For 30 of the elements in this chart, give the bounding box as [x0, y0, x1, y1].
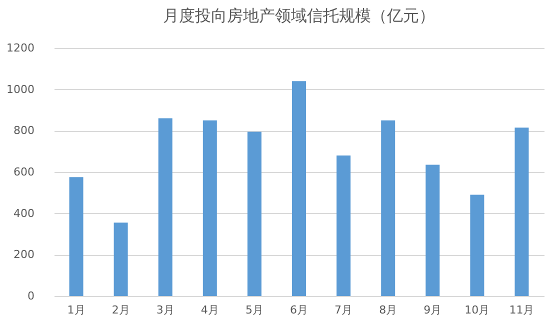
- y-tick-label: 800: [14, 124, 34, 138]
- x-tick-label: 10月: [464, 304, 490, 316]
- bar: [514, 128, 529, 296]
- bar: [336, 155, 351, 296]
- bar: [470, 194, 484, 296]
- x-tick-label: 2月: [112, 304, 130, 316]
- bar: [114, 222, 128, 296]
- y-tick-label: 200: [14, 248, 34, 262]
- chart-title: 月度投向房地产领域信托规模（亿元）: [163, 6, 435, 25]
- y-tick-label: 600: [14, 166, 34, 178]
- bar: [426, 164, 440, 296]
- y-tick-label: 1200: [6, 42, 34, 54]
- bar: [69, 177, 84, 296]
- x-tick-label: 8月: [379, 304, 398, 316]
- x-tick-label: 5月: [245, 304, 264, 316]
- bar: [202, 120, 217, 296]
- x-tick-label: 11月: [509, 304, 534, 316]
- x-tick-label: 1月: [67, 304, 86, 316]
- x-tick-label: 3月: [156, 304, 174, 316]
- bar: [247, 132, 262, 296]
- x-tick-label: 4月: [200, 304, 219, 316]
- x-tick-label: 6月: [290, 304, 308, 316]
- x-tick-label: 9月: [424, 304, 442, 316]
- bar: [381, 120, 396, 296]
- bar: [292, 81, 306, 296]
- bar: [158, 118, 172, 296]
- y-tick-label: 1000: [6, 82, 34, 96]
- y-tick-label: 400: [14, 206, 34, 220]
- x-tick-label: 7月: [334, 304, 353, 316]
- y-tick-label: 0: [28, 290, 34, 302]
